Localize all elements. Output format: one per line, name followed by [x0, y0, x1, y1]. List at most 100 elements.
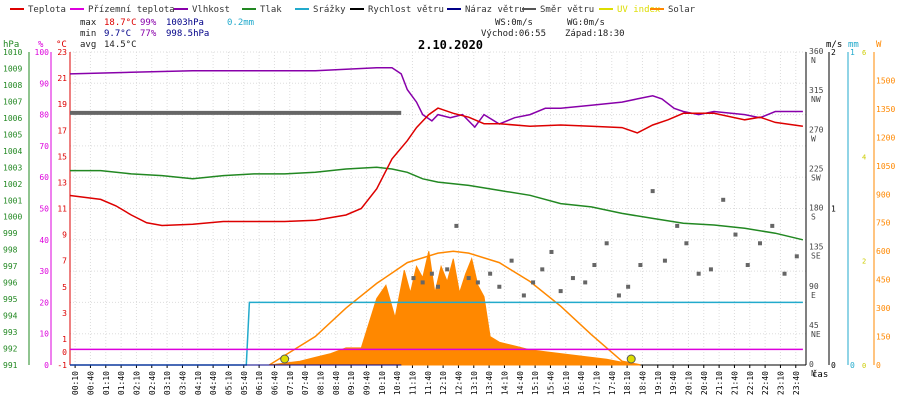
x-tick-label: 04:10	[194, 371, 203, 395]
temperature-tick-label: 19	[57, 100, 67, 109]
temperature-tick-label: 7	[62, 257, 67, 266]
x-tick-label: 18:10	[623, 371, 632, 395]
pressure-tick-label: 998	[3, 246, 18, 255]
x-tick-label: 06:10	[255, 371, 264, 395]
wind-dir-point	[558, 289, 563, 294]
wind-dir-compass-label: NW	[811, 95, 821, 104]
pressure-axis-unit: hPa	[3, 40, 19, 50]
wind-dir-point	[509, 258, 514, 263]
pressure-tick-label: 991	[3, 361, 18, 370]
stat-avg-temp: 14.5°C	[104, 40, 137, 50]
x-tick-label: 22:40	[761, 371, 770, 395]
rain-axis-unit: mm	[848, 40, 859, 50]
wind-dir-compass-label: NE	[811, 330, 821, 339]
solar-tick-label: 150	[876, 333, 891, 342]
temperature-tick-label: 13	[57, 178, 67, 187]
pressure-tick-label: 999	[3, 229, 18, 238]
x-tick-label: 17:40	[608, 371, 617, 395]
wind-dir-tick-label: 135	[809, 243, 824, 252]
uv-point	[280, 354, 290, 364]
x-tick-label: 16:10	[562, 371, 571, 395]
pressure-tick-label: 1009	[3, 64, 22, 73]
legend-label: Srážky	[313, 5, 346, 15]
legend-label: Vlhkost	[192, 5, 230, 15]
uv-tick-label: 6	[862, 49, 866, 57]
stat-max-temp: 18.7°C	[104, 18, 137, 28]
wind-dir-point	[626, 284, 631, 289]
legend-label: Solar	[668, 5, 696, 15]
stat-min-temp: 9.7°C	[104, 29, 131, 39]
wind-dir-tick-label: 225	[809, 164, 824, 173]
pressure-tick-label: 993	[3, 328, 18, 337]
humidity-tick-label: 100	[35, 48, 50, 57]
x-tick-label: 13:40	[485, 371, 494, 395]
wind-dir-point	[650, 189, 655, 194]
temperature-tick-label: -1	[57, 361, 67, 370]
wind-dir-point	[570, 276, 575, 281]
x-tick-label: 09:40	[362, 371, 371, 395]
x-tick-label: 05:10	[224, 371, 233, 395]
wind-dir-tick-label: 90	[809, 282, 819, 291]
temperature-tick-label: 3	[62, 309, 67, 318]
temperature-tick-label: 11	[57, 205, 67, 214]
legend-label: Teplota	[28, 5, 66, 15]
rain-tick-label: 0	[850, 361, 855, 370]
wind-dir-point	[592, 263, 597, 268]
wind-dir-tick-label: 180	[809, 204, 824, 213]
x-tick-label: 05:40	[240, 371, 249, 395]
x-tick-label: 14:40	[516, 371, 525, 395]
humidity-tick-label: 70	[39, 142, 49, 151]
humidity-tick-label: 80	[39, 111, 49, 120]
wind-dir-point	[445, 267, 450, 272]
solar-tick-label: 300	[876, 304, 891, 313]
x-tick-label: 08:40	[332, 371, 341, 395]
rain-tick-label: 1	[850, 48, 855, 57]
humidity-line	[69, 66, 803, 129]
wind-dir-compass-label: N	[811, 369, 816, 378]
solar-tick-label: 750	[876, 219, 891, 228]
uv-tick-label: 4	[862, 153, 866, 161]
legend-label: Rychlost větru	[368, 5, 444, 15]
x-tick-label: 06:40	[270, 371, 279, 395]
wind-speed-tick-label: 2	[831, 48, 836, 57]
legend-label: Náraz větru	[465, 5, 525, 15]
wind-dir-point	[758, 241, 762, 246]
solar-measured-area	[269, 251, 641, 366]
temperature-tick-label: 5	[62, 283, 67, 292]
pressure-tick-label: 1001	[3, 196, 22, 205]
wind-dir-tick-label: 0	[809, 360, 814, 369]
x-tick-label: 01:10	[102, 371, 111, 395]
x-tick-label: 13:10	[470, 371, 479, 395]
solar-curve	[268, 250, 641, 366]
x-tick-label: 16:40	[577, 371, 586, 395]
humidity-tick-label: 50	[39, 205, 49, 214]
x-tick-label: 19:10	[654, 371, 663, 395]
pressure-tick-label: 996	[3, 279, 18, 288]
pressure-tick-label: 992	[3, 345, 18, 354]
wind-dir-point	[733, 232, 738, 237]
solar-tick-label: 1050	[876, 162, 895, 171]
wind-dir-point	[475, 280, 480, 285]
wind-speed-tick-label: 0	[831, 361, 836, 370]
wind-dir-point	[436, 284, 440, 289]
wind-dir-point	[420, 280, 425, 285]
time-axis-unit: čas	[812, 369, 828, 380]
x-tick-label: 12:40	[454, 371, 463, 395]
humidity-tick-label: 10	[39, 330, 49, 339]
sunset-info: Západ:18:30	[565, 29, 625, 39]
wind-dir-point	[604, 241, 609, 246]
x-tick-label: 08:10	[316, 371, 325, 395]
wind-dir-point	[662, 258, 667, 263]
x-tick-label: 21:40	[730, 371, 739, 395]
x-tick-label: 00:10	[71, 371, 80, 395]
stat-max-hum: 99%	[140, 18, 157, 28]
wind-dir-point	[454, 223, 459, 228]
legend-label: Přízemní teplota	[88, 5, 175, 15]
wind-dir-compass-label: N	[811, 56, 816, 65]
x-tick-label: 19:40	[669, 371, 678, 395]
pressure-tick-label: 997	[3, 262, 18, 271]
humidity-axis-unit: %	[38, 40, 44, 50]
stat-min-press: 998.5hPa	[166, 29, 209, 39]
solar-tick-label: 1200	[876, 133, 895, 142]
wind-dir-point	[466, 276, 471, 281]
